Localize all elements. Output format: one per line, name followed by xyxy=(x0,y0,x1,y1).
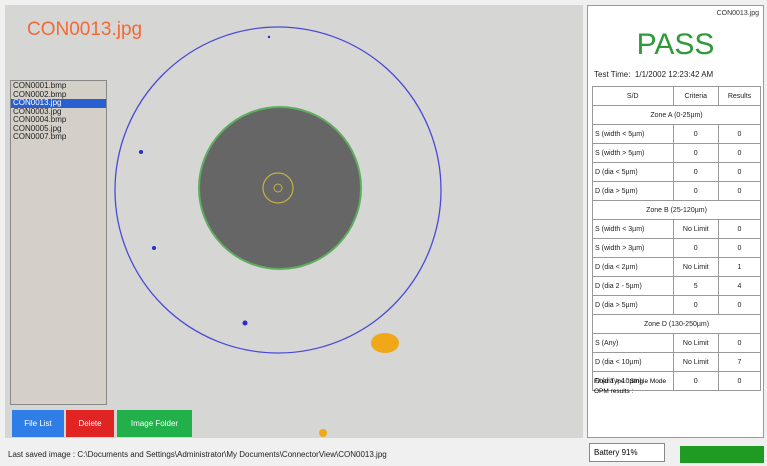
table-cell: 0 xyxy=(672,181,719,201)
table-cell: S (Any) xyxy=(592,333,674,353)
table-row: D (dia > 5µm) 0 0 xyxy=(592,181,762,201)
table-cell: 0 xyxy=(717,238,762,258)
table-cell: D (dia > 5µm) xyxy=(592,181,674,201)
table-row: S (width > 3µm) 0 0 xyxy=(592,238,762,258)
file-list[interactable]: CON0001.bmp CON0002.bmp CON0013.jpg CON0003… xyxy=(10,80,107,405)
table-cell: D (dia < 10µm) xyxy=(592,352,674,372)
table-cell: 0 xyxy=(672,295,719,315)
core-center xyxy=(273,183,283,193)
status-bar: Last saved image : C:\Documents and Sett… xyxy=(8,450,387,459)
table-row: S (width > 5µm) 0 0 xyxy=(592,143,762,163)
table-cell: D (dia < 2µm) xyxy=(592,257,674,277)
table-cell: 0 xyxy=(717,143,762,163)
file-item[interactable]: CON0002.bmp xyxy=(13,89,67,99)
zone-circle xyxy=(114,26,442,354)
file-item[interactable]: CON0003.jpg xyxy=(13,106,62,116)
file-item[interactable]: CON0004.bmp xyxy=(13,115,67,124)
table-cell: 0 xyxy=(672,238,719,258)
table-cell: 0 xyxy=(717,219,762,239)
table-cell: 7 xyxy=(717,352,762,372)
zone-title: Zone A (0-25µm) xyxy=(592,105,761,125)
delete-button[interactable]: Delete xyxy=(66,410,114,437)
opm-results: OPM results : xyxy=(594,388,634,395)
header-cell: Criteria xyxy=(672,86,719,106)
table-cell: 0 xyxy=(672,124,719,144)
image-title: CON0013.jpg xyxy=(27,19,143,40)
zone-row: Zone B (25-120µm) xyxy=(592,200,761,220)
header-cell: Results xyxy=(717,86,762,106)
test-time-label: Test Time: xyxy=(594,70,631,79)
result-panel: CON0013.jpg PASS Test Time: 1/1/2002 12:… xyxy=(587,5,764,438)
verdict: PASS xyxy=(636,28,715,61)
fiber-type: Fiber Type : Single Mode xyxy=(594,378,667,385)
file-list-button[interactable]: File List xyxy=(12,410,64,437)
core-circle xyxy=(262,172,294,204)
defect xyxy=(267,35,271,39)
table-row: D (dia < 5µm) 0 0 xyxy=(592,162,762,182)
battery-bar xyxy=(680,446,764,463)
table-cell: No Limit xyxy=(672,333,719,353)
defect xyxy=(319,429,327,437)
defect xyxy=(242,320,248,326)
table-cell: No Limit xyxy=(672,352,719,372)
defect xyxy=(139,150,143,154)
table-cell: D (dia > 5µm) xyxy=(592,295,674,315)
table-cell: 0 xyxy=(672,143,719,163)
table-cell: S (width > 5µm) xyxy=(592,143,674,163)
result-table: S/D Criteria Results Zone A (0-25µm) S (widt… xyxy=(592,86,762,391)
file-item[interactable]: CON0013.jpg xyxy=(11,98,106,108)
table-row: S (width < 3µm) No Limit 0 xyxy=(592,219,762,239)
file-item[interactable]: CON0005.jpg xyxy=(13,123,62,133)
table-cell: D (dia 2 - 5µm) xyxy=(592,276,674,296)
table-row: D (dia < 2µm) No Limit 1 xyxy=(592,257,762,277)
file-item[interactable]: CON0001.bmp xyxy=(13,81,67,90)
table-row: S (width < 5µm) 0 0 xyxy=(592,124,762,144)
table-cell: 0 xyxy=(717,124,762,144)
fiber-image xyxy=(114,26,442,437)
table-cell: 4 xyxy=(717,276,762,296)
image-folder-button[interactable]: Image Folder xyxy=(117,410,192,437)
file-item[interactable]: CON0007.bmp xyxy=(13,132,67,141)
result-file: CON0013.jpg xyxy=(716,10,759,17)
table-cell: 0 xyxy=(717,295,762,315)
header-cell: S/D xyxy=(592,86,674,106)
table-cell: 5 xyxy=(672,276,719,296)
table-cell: 0 xyxy=(717,371,762,391)
zone-title: Zone B (25-120µm) xyxy=(592,200,761,220)
table-row: D (dia 2 - 5µm) 5 4 xyxy=(592,276,762,296)
status-label: Last saved image : xyxy=(8,450,76,459)
defect xyxy=(152,246,156,250)
test-time-value: 1/1/2002 12:23:42 AM xyxy=(634,70,714,79)
table-row: S (Any) No Limit 0 xyxy=(592,333,762,353)
defect xyxy=(371,333,399,353)
battery: Battery 91% xyxy=(589,443,665,462)
table-cell: S (width < 5µm) xyxy=(592,124,674,144)
table-header: S/D Criteria Results xyxy=(592,86,762,106)
test-time: Test Time: 1/1/2002 12:23:42 AM xyxy=(594,70,713,79)
zone-row: Zone D (130-250µm) xyxy=(592,314,761,334)
table-cell: No Limit xyxy=(672,257,719,277)
table-row: D (dia < 10µm) No Limit 7 xyxy=(592,352,762,372)
table-cell: 0 xyxy=(672,371,719,391)
table-cell: 0 xyxy=(672,162,719,182)
table-cell: 0 xyxy=(717,181,762,201)
table-cell: 0 xyxy=(717,162,762,182)
table-cell: No Limit xyxy=(672,219,719,239)
cladding xyxy=(198,106,362,270)
status-path: C:\Documents and Settings\Administrator\… xyxy=(77,450,387,459)
table-cell: 1 xyxy=(717,257,762,277)
table-row: D (dia > 5µm) 0 0 xyxy=(592,295,762,315)
table-cell: 0 xyxy=(717,333,762,353)
table-cell: S (width < 3µm) xyxy=(592,219,674,239)
table-cell: D (dia < 5µm) xyxy=(592,162,674,182)
zone-title: Zone D (130-250µm) xyxy=(592,314,761,334)
zone-row: Zone A (0-25µm) xyxy=(592,105,761,125)
table-cell: S (width > 3µm) xyxy=(592,238,674,258)
table-row: D (dia > 10µm) 0 0 xyxy=(592,371,762,391)
